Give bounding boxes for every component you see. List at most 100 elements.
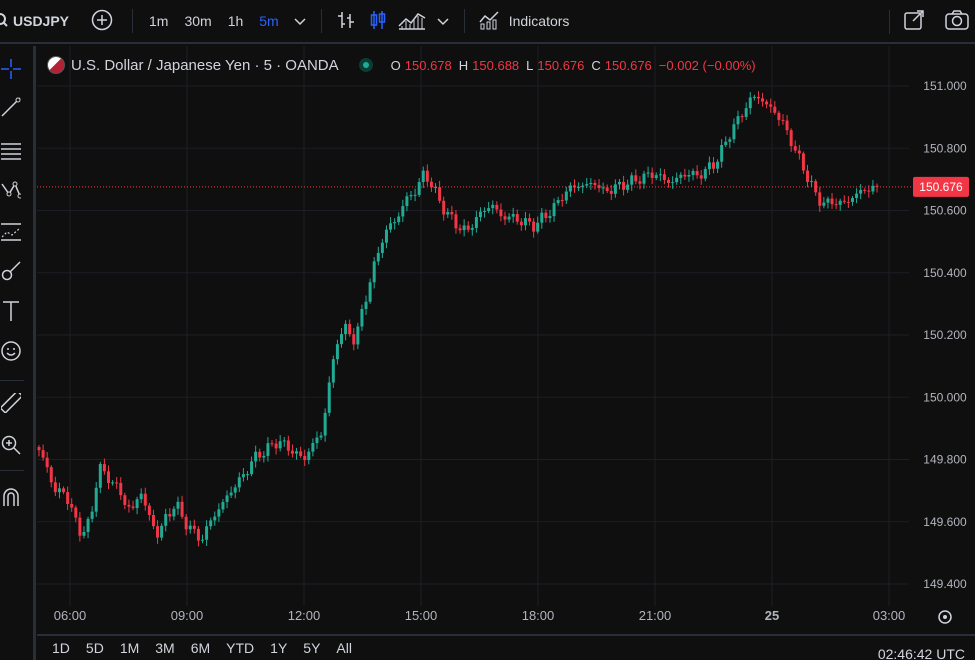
candle-body	[540, 212, 544, 223]
candle-body	[483, 211, 487, 213]
candle-body	[830, 198, 834, 205]
candle-body	[859, 189, 863, 194]
range-1d[interactable]: 1D	[52, 640, 70, 656]
candle-body	[446, 212, 450, 215]
indicators-button[interactable]: Indicators	[473, 0, 576, 43]
candle-body	[818, 192, 822, 206]
close-label: C	[591, 57, 601, 73]
candle-body	[617, 181, 621, 185]
candles-style-button[interactable]	[362, 0, 394, 43]
candle-body	[769, 104, 773, 107]
candle-body	[867, 190, 871, 192]
divider	[0, 470, 24, 471]
crosshair-tool[interactable]	[0, 58, 22, 84]
candle-body	[593, 182, 597, 186]
timeframe-1h[interactable]: 1h	[227, 13, 244, 29]
candle-body	[323, 412, 327, 436]
forecast-tool[interactable]	[0, 220, 22, 246]
candle-body	[736, 116, 740, 125]
settings-gear-center	[943, 615, 947, 619]
candle-body	[98, 464, 102, 488]
range-3m[interactable]: 3M	[155, 640, 175, 656]
range-5d[interactable]: 5D	[85, 640, 104, 656]
candle-body	[720, 144, 724, 162]
candle-body	[703, 169, 707, 179]
high-label: H	[458, 57, 469, 73]
candle-body	[478, 211, 482, 218]
candle-body	[209, 520, 213, 527]
candle-body	[581, 185, 585, 188]
range-5y[interactable]: 5Y	[303, 640, 321, 656]
candle-body	[53, 482, 57, 493]
candle-body	[568, 185, 572, 192]
candle-body	[131, 506, 135, 509]
magnet-tool[interactable]	[0, 486, 22, 512]
compare-button[interactable]	[72, 0, 132, 43]
time-axis-label: 25	[765, 608, 779, 623]
measure-tool[interactable]	[0, 389, 24, 418]
bar-style-button[interactable]	[330, 0, 362, 43]
timeframe-5m[interactable]: 5m	[259, 13, 279, 29]
area-style-button[interactable]	[394, 0, 430, 43]
top-toolbar: USDJPY 1m 30m 1h 5m	[0, 0, 975, 44]
candle-body	[303, 455, 307, 461]
timeframe-30m[interactable]: 30m	[184, 13, 212, 29]
price-axis-label: 150.800	[923, 141, 967, 155]
candle-body	[413, 194, 417, 196]
candle-body	[274, 443, 278, 449]
candle-body	[90, 511, 94, 519]
chart-style-dropdown[interactable]	[430, 0, 456, 43]
candle-body	[711, 162, 715, 169]
candlestick-chart[interactable]: 151.000 150.800 150.600 150.400 150.200 150.0…	[37, 46, 975, 634]
candle-body	[532, 221, 536, 232]
candle-body	[344, 323, 348, 335]
candle-body	[74, 507, 78, 518]
candle-body	[597, 185, 601, 189]
horizontal-lines-icon	[1, 140, 21, 165]
range-ytd[interactable]: YTD	[226, 640, 255, 656]
fib-tool[interactable]	[0, 139, 22, 165]
candle-body	[425, 170, 429, 182]
trend-line-tool[interactable]	[0, 96, 22, 122]
timeframe-dropdown[interactable]	[287, 0, 313, 43]
zoom-tool[interactable]	[0, 434, 22, 460]
candle-body	[744, 108, 748, 117]
candle-body	[466, 225, 470, 230]
snapshot-button[interactable]	[942, 0, 972, 43]
legend-title[interactable]: U.S. Dollar / Japanese Yen · 5 · OANDA	[71, 56, 339, 74]
range-1y[interactable]: 1Y	[270, 640, 288, 656]
crosshair-icon	[1, 58, 21, 84]
candle-body	[368, 282, 372, 302]
emoji-tool[interactable]	[0, 340, 22, 366]
candle-body	[147, 505, 151, 516]
candle-body	[311, 442, 315, 452]
range-6m[interactable]: 6M	[190, 640, 211, 656]
fullscreen-button[interactable]	[900, 0, 928, 43]
candle-body	[156, 526, 160, 538]
range-all[interactable]: All	[336, 640, 352, 656]
candle-body	[699, 175, 703, 179]
text-tool[interactable]	[0, 300, 22, 326]
candle-body	[814, 181, 818, 193]
candles-icon	[368, 10, 388, 33]
candle-body	[462, 225, 466, 231]
candle-body	[642, 173, 646, 184]
candle-body	[601, 187, 605, 189]
candle-body	[761, 98, 765, 102]
chart-pane[interactable]: 151.000 150.800 150.600 150.400 150.200 150.0…	[37, 46, 975, 634]
candle-body	[372, 261, 376, 283]
price-axis-label: 150.600	[923, 204, 967, 218]
pattern-tool[interactable]	[0, 179, 23, 205]
axis-settings-button[interactable]	[938, 610, 952, 624]
candle-body	[364, 301, 368, 309]
range-1m[interactable]: 1M	[119, 640, 140, 656]
market-status-icon[interactable]	[358, 58, 373, 72]
timeframe-1m[interactable]: 1m	[149, 13, 169, 29]
chevron-down-icon	[294, 13, 306, 29]
chevron-down-icon	[437, 13, 449, 29]
utc-clock[interactable]: 02:46:42 UTC	[877, 646, 965, 660]
symbol-search[interactable]: USDJPY	[0, 0, 72, 43]
candle-body	[360, 308, 364, 327]
candle-body	[716, 161, 720, 169]
brush-tool[interactable]	[0, 260, 22, 286]
